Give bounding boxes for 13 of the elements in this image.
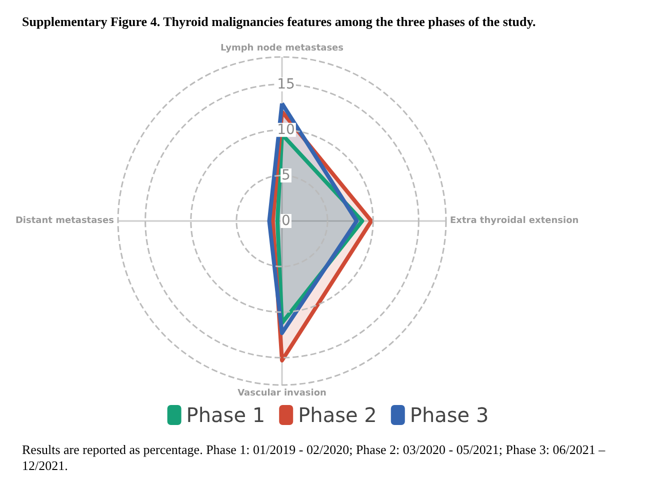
legend-label: Phase 1 <box>186 403 266 427</box>
text: Results are reported as percentage. Phase 1: 01/2019 - 02/2020; Phase 2: 03/2020 - 05/2021; Phase 3: 06/2021 – 12/2021. <box>22 442 606 474</box>
legend-label: Phase 2 <box>298 403 377 427</box>
y-tick-label: 5 <box>282 167 290 184</box>
spoke-label: Vascular invasion <box>238 388 326 398</box>
y-tick-label: 10 <box>277 122 295 138</box>
legend-label: Phase 3 <box>410 403 489 427</box>
spoke-label: Distant metastases <box>15 216 114 226</box>
spoke-label: Lymph node metastases <box>220 44 344 54</box>
y-tick-label: 0 <box>282 213 290 229</box>
spoke-label: Extra thyroidal extension <box>450 216 579 226</box>
chart-title: Supplementary Figure 4. Thyroid malignancies features among the three phases of the study. <box>22 14 537 30</box>
y-tick-label: 15 <box>277 76 295 92</box>
